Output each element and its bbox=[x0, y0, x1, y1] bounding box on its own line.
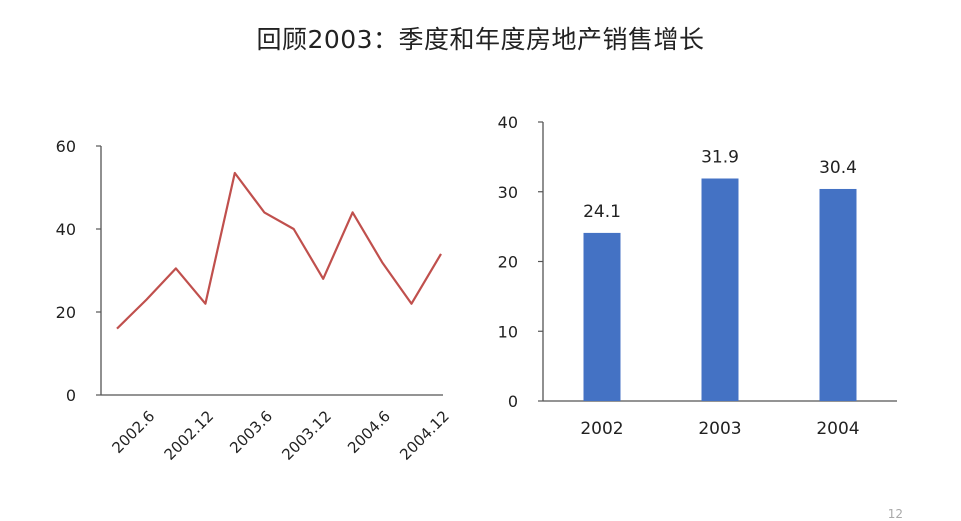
x-tick-label: 2003 bbox=[698, 419, 741, 439]
bar bbox=[820, 189, 857, 401]
data-label: 24.1 bbox=[583, 202, 621, 222]
data-label: 30.4 bbox=[819, 158, 857, 178]
y-tick-label: 20 bbox=[498, 253, 518, 272]
bar bbox=[584, 233, 621, 401]
x-tick-label: 2004 bbox=[816, 419, 859, 439]
y-tick-label: 10 bbox=[498, 322, 518, 341]
data-label: 31.9 bbox=[701, 147, 739, 167]
page-number: 12 bbox=[888, 507, 903, 521]
y-tick-label: 40 bbox=[498, 113, 518, 132]
bar bbox=[702, 178, 739, 401]
x-tick-label: 2002 bbox=[580, 419, 623, 439]
y-tick-label: 0 bbox=[508, 392, 518, 411]
y-tick-label: 30 bbox=[498, 183, 518, 202]
